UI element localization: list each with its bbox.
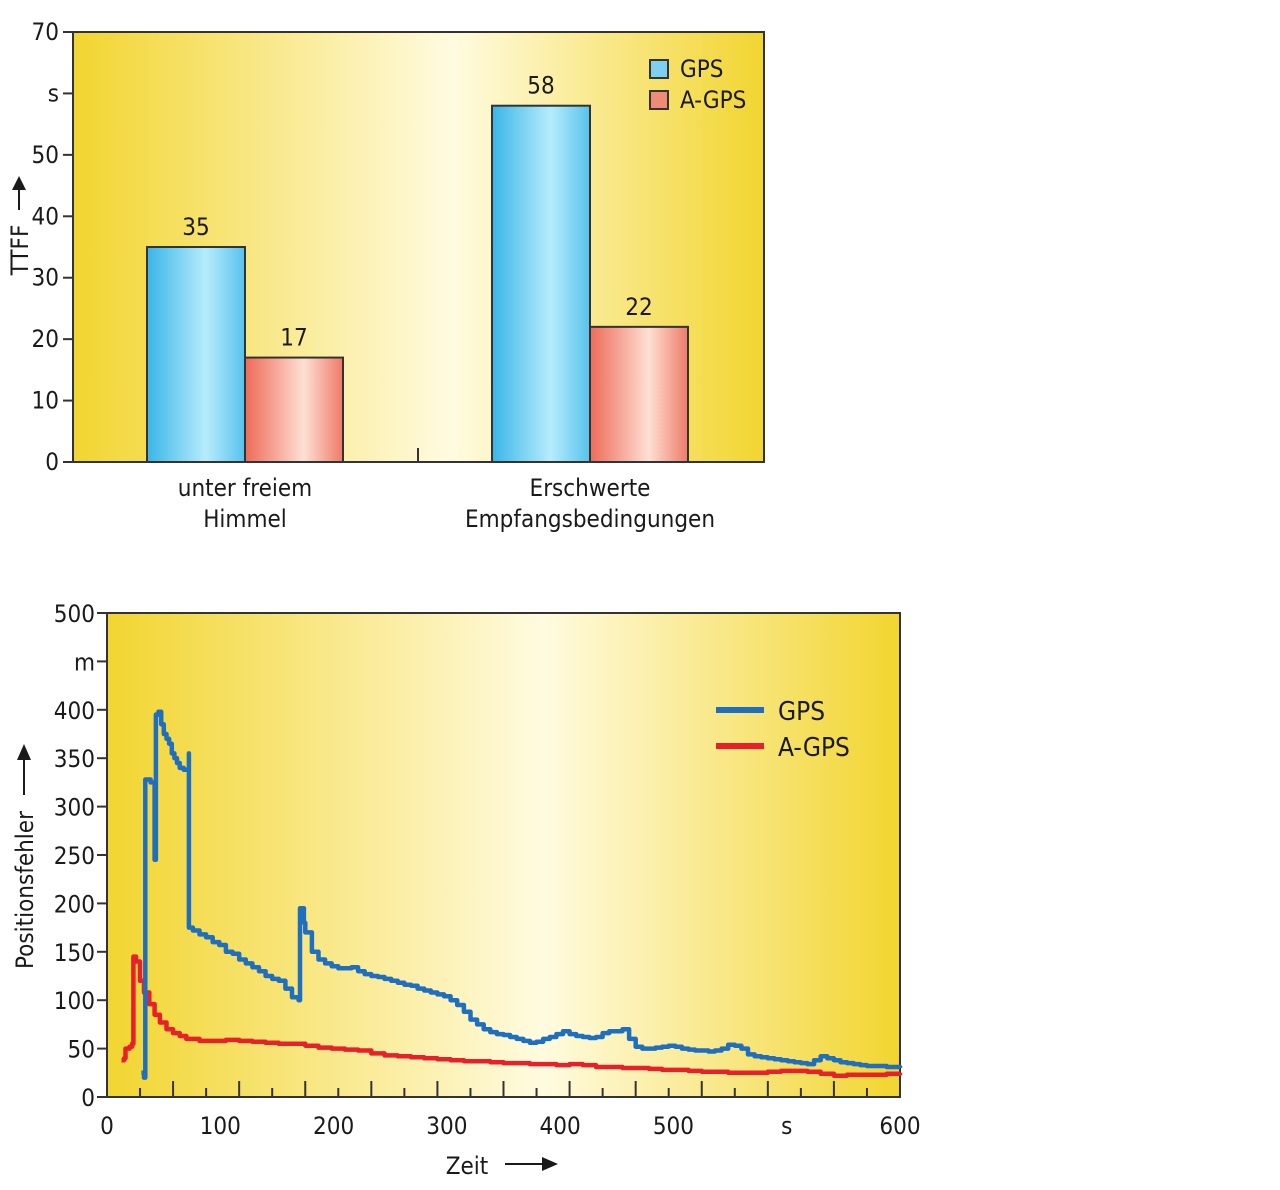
bar-y-tick-label: 40	[32, 202, 59, 230]
bar-category-label: unter freiem	[178, 474, 312, 502]
bar-y-axis-title: TTFF	[6, 176, 34, 276]
line-x-tick-label: 100	[200, 1112, 241, 1140]
bar-gps-2	[491, 104, 591, 463]
bar-y-tick-label: 20	[32, 325, 59, 353]
bar-a-gps-1	[244, 356, 344, 464]
line-y-tick-label: 200	[54, 890, 95, 918]
line-x-axis-title: Zeit	[446, 1152, 558, 1180]
bar-category-label: Empfangsbedingungen	[465, 505, 715, 533]
bar-value-label: 22	[625, 293, 652, 321]
bar-a-gps-2	[589, 325, 689, 463]
bar-legend-swatch	[649, 59, 669, 79]
line-y-axis-title: Positionsfehler	[11, 744, 39, 969]
bar-series: 35 17 58 22	[146, 72, 689, 464]
bar-gps-1	[146, 246, 246, 463]
bar-legend: GPS A-GPS	[649, 55, 746, 114]
line-y-tick-label: 150	[54, 939, 95, 967]
line-x-tick-label: 500	[653, 1112, 694, 1140]
bar-x-axis: unter freiem Himmel Erschwerte Empfangsbedi…	[178, 474, 715, 533]
line-series-a-gps	[121, 954, 903, 1078]
line-y-axis-arrow-head	[17, 744, 31, 760]
bar-category-label: Erschwerte	[530, 474, 651, 502]
line-y-tick-label: 100	[54, 987, 95, 1015]
bar-y-tick-label: 0	[45, 448, 59, 476]
bar-y-axis: 0 10 20 30 40 50 s 70	[32, 18, 73, 476]
bar-y-tick-label: 70	[32, 18, 59, 46]
line-y-tick-label: m	[74, 648, 95, 676]
line-y-axis-label: Positionsfehler	[11, 811, 39, 969]
line-legend-label: GPS	[778, 697, 825, 727]
line-y-tick-label: 500	[54, 600, 95, 628]
line-y-tick-label: 50	[68, 1036, 95, 1064]
line-y-tick-label: 0	[81, 1084, 95, 1112]
line-series	[121, 709, 903, 1080]
line-x-tick-label: 0	[100, 1112, 114, 1140]
line-x-tick-label: s	[781, 1112, 792, 1140]
line-plot-area	[106, 612, 901, 1098]
line-y-tick-label: 350	[54, 745, 95, 773]
line-y-tick-label: 250	[54, 842, 95, 870]
bar-legend-swatch	[649, 90, 669, 110]
line-x-axis-label: Zeit	[446, 1152, 489, 1180]
line-y-tick-label: 400	[54, 697, 95, 725]
bar-y-tick-label: 10	[32, 387, 59, 415]
line-x-tick-label: 300	[426, 1112, 467, 1140]
bar-y-axis-arrow-head	[12, 176, 26, 190]
bar-y-tick-label: 30	[32, 264, 59, 292]
line-y-axis: 0 50 100 150 200 250 300 350 400 m 500	[54, 600, 107, 1112]
bar-value-label: 35	[182, 213, 209, 241]
bar-legend-label: GPS	[680, 55, 723, 83]
line-x-tick-label: 600	[879, 1112, 920, 1140]
bar-legend-label: A-GPS	[680, 86, 746, 114]
bar-y-tick-label: s	[48, 79, 59, 107]
line-x-tick-label: 200	[313, 1112, 354, 1140]
bar-value-label: 58	[527, 72, 554, 100]
bar-y-tick-label: 50	[32, 141, 59, 169]
ttff-bar-chart: 0 10 20 30 40 50 s 70 35 17 58 22 unter freiem Himm…	[6, 18, 765, 533]
bar-value-label: 17	[280, 324, 307, 352]
position-error-line-chart: 0 50 100 150 200 250 300 350 400 m 500 0 100 200 300 4…	[11, 600, 921, 1180]
line-x-axis: 0 100 200 300 400 500 s 600	[100, 1081, 921, 1140]
line-y-tick-label: 300	[54, 794, 95, 822]
bar-y-axis-label: TTFF	[6, 225, 34, 277]
line-legend: GPS A-GPS	[716, 697, 850, 763]
line-x-tick-label: 400	[540, 1112, 581, 1140]
line-x-axis-arrow-head	[542, 1157, 558, 1171]
line-series-gps	[141, 709, 903, 1080]
bar-category-label: Himmel	[203, 505, 287, 533]
line-legend-label: A-GPS	[778, 733, 850, 763]
